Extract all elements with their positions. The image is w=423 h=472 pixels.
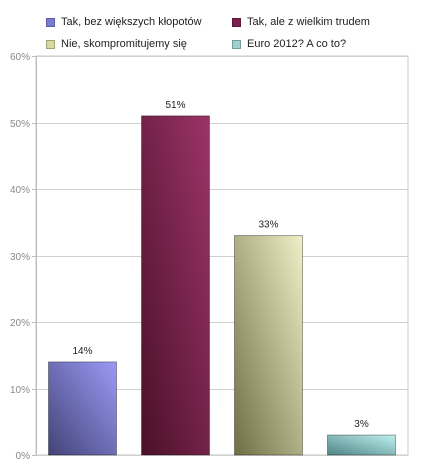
data-label: 33% bbox=[258, 220, 278, 231]
legend-label: Euro 2012? A co to? bbox=[247, 38, 347, 50]
legend-item: Nie, skompromitujemy się bbox=[46, 38, 187, 50]
y-tick-label: 0% bbox=[16, 451, 31, 462]
legend-item: Tak, ale z wielkim trudem bbox=[232, 16, 370, 28]
legend-swatch bbox=[232, 17, 241, 27]
bar bbox=[48, 361, 117, 456]
legend-item: Tak, bez większych kłopotów bbox=[46, 16, 202, 28]
bar bbox=[234, 235, 303, 456]
data-label: 14% bbox=[72, 346, 92, 357]
y-tick-label: 50% bbox=[10, 119, 30, 130]
y-tick-label: 40% bbox=[10, 185, 30, 196]
legend-swatch bbox=[46, 17, 55, 27]
legend-item: Euro 2012? A co to? bbox=[232, 38, 346, 50]
legend: Tak, bez większych kłopotów Tak, ale z w… bbox=[46, 12, 416, 52]
y-tick-label: 20% bbox=[10, 318, 30, 329]
legend-label: Tak, ale z wielkim trudem bbox=[247, 16, 370, 28]
y-tick-label: 60% bbox=[10, 52, 30, 63]
legend-label: Nie, skompromitujemy się bbox=[61, 38, 187, 50]
bar bbox=[141, 115, 210, 456]
bar bbox=[327, 434, 396, 456]
y-tick-label: 30% bbox=[10, 252, 30, 263]
legend-swatch bbox=[232, 39, 241, 49]
data-label: 51% bbox=[165, 100, 185, 111]
legend-swatch bbox=[46, 39, 55, 49]
legend-label: Tak, bez większych kłopotów bbox=[61, 16, 202, 28]
data-label: 3% bbox=[354, 419, 369, 430]
y-tick-label: 10% bbox=[10, 385, 30, 396]
